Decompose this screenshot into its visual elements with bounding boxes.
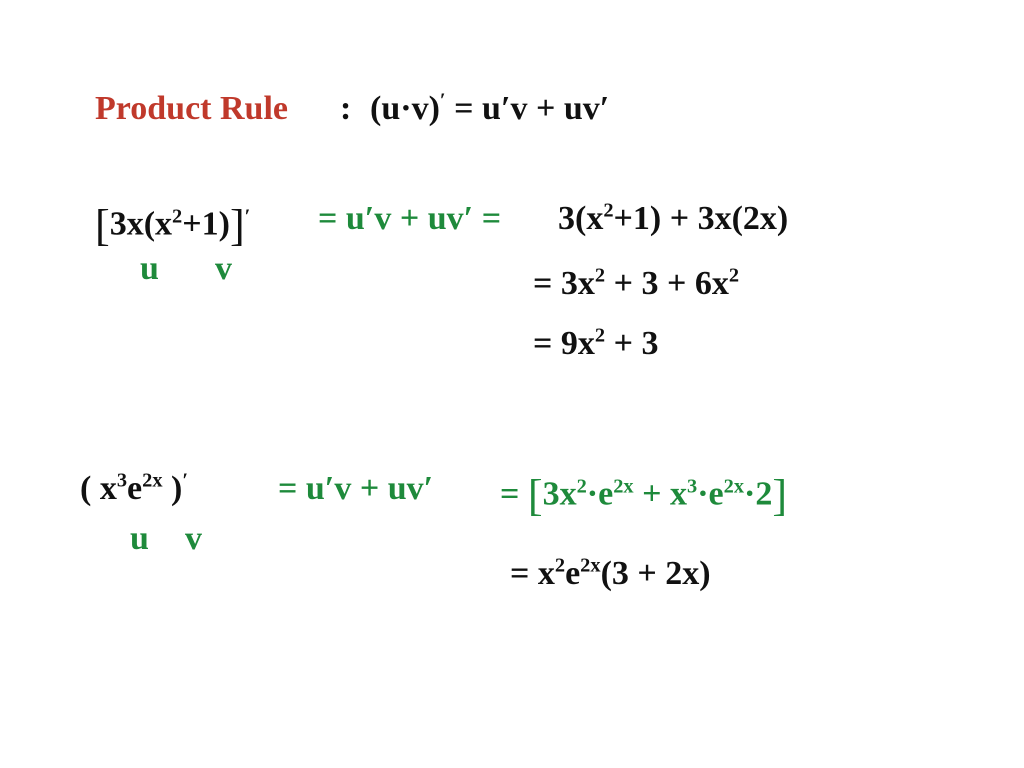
- ex1-u-label: u: [140, 250, 159, 288]
- ex1-rhs-1: 3(x2+1) + 3x(2x): [558, 200, 788, 238]
- ex1-mid: = u′v + uv′ =: [318, 200, 501, 238]
- title-text: Product Rule: [95, 90, 288, 127]
- ex2-mid: = u′v + uv′: [278, 470, 433, 508]
- ex1-rhs-2: = 3x2 + 3 + 6x2: [533, 265, 739, 303]
- ex2-u-label: u: [130, 520, 149, 558]
- ex1-lhs: [3x(x2+1)]′: [95, 200, 250, 251]
- title-label: Product Rule: [95, 90, 288, 128]
- ex2-v-label: v: [185, 520, 202, 558]
- rule-formula: (u·v)′ = u′v + uv′: [370, 90, 609, 128]
- ex2-rhs-2: = x2e2x(3 + 2x): [510, 555, 711, 593]
- ex2-rhs-1: = [3x2·e2x + x3·e2x·2]: [500, 470, 787, 521]
- title-separator: :: [340, 90, 351, 128]
- whiteboard: Product Rule : (u·v)′ = u′v + uv′ [3x(x2…: [0, 0, 1024, 768]
- ex2-lhs: ( x3e2x )′: [80, 470, 188, 508]
- ex1-rhs-3: = 9x2 + 3: [533, 325, 658, 363]
- ex1-v-label: v: [215, 250, 232, 288]
